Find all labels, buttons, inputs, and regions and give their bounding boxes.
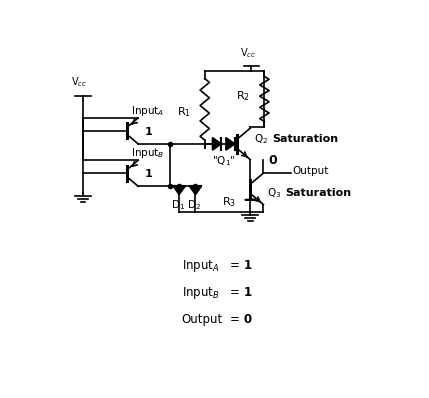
Text: 1: 1 — [145, 169, 153, 179]
Text: 0: 0 — [268, 154, 277, 167]
Text: R$_1$: R$_1$ — [177, 105, 191, 119]
Text: Q$_3$: Q$_3$ — [267, 186, 281, 199]
Text: Input$_A$: Input$_A$ — [131, 104, 165, 118]
Text: =: = — [230, 286, 239, 299]
Text: Q$_2$: Q$_2$ — [254, 133, 268, 146]
Polygon shape — [173, 186, 185, 195]
Text: 0: 0 — [244, 313, 252, 326]
Text: R$_2$: R$_2$ — [236, 90, 251, 103]
Text: Input$_A$: Input$_A$ — [181, 258, 219, 274]
Polygon shape — [190, 186, 201, 195]
Text: D$_1$: D$_1$ — [171, 198, 184, 212]
Text: R$_3$: R$_3$ — [222, 195, 236, 209]
Text: V$_{cc}$: V$_{cc}$ — [240, 46, 257, 60]
Text: Output: Output — [181, 313, 223, 326]
Text: Output: Output — [292, 166, 329, 176]
Polygon shape — [212, 138, 221, 150]
Text: D$_2$: D$_2$ — [187, 198, 201, 212]
Text: =: = — [230, 259, 239, 272]
Text: 1: 1 — [145, 127, 153, 137]
Text: "Q$_1$": "Q$_1$" — [212, 155, 236, 168]
Text: 1: 1 — [244, 286, 252, 299]
Polygon shape — [226, 138, 235, 150]
Text: 1: 1 — [244, 259, 252, 272]
Text: V$_{cc}$: V$_{cc}$ — [71, 76, 87, 89]
Text: Saturation: Saturation — [272, 134, 338, 144]
Text: Input$_B$: Input$_B$ — [131, 146, 165, 160]
Text: =: = — [230, 313, 239, 326]
Text: Saturation: Saturation — [285, 188, 351, 198]
Text: Input$_B$: Input$_B$ — [181, 285, 219, 300]
